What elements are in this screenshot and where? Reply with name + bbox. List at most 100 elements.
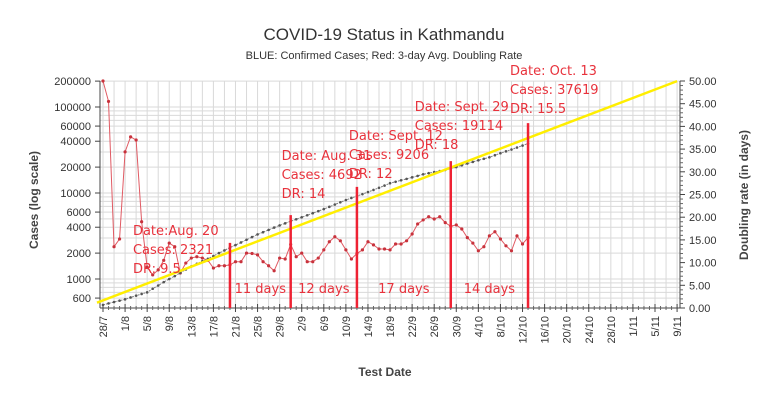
cases-point <box>151 287 154 291</box>
x-tick-label: 9/8 <box>164 316 176 331</box>
y-left-tick-label: 6000 <box>67 207 91 219</box>
cases-point <box>217 251 221 255</box>
cases-point <box>294 217 298 221</box>
y-left-tick-label: 10000 <box>60 188 91 200</box>
doubling-rate-point <box>493 230 497 234</box>
doubling-rate-point <box>471 241 475 245</box>
x-tick-label: 13/8 <box>186 316 198 337</box>
y-right-tick-label: 40.00 <box>689 121 717 133</box>
y-right-tick-label: 10.00 <box>689 258 717 270</box>
chart-title: COVID-19 Status in Kathmandu <box>264 25 505 44</box>
doubling-rate-point <box>305 260 309 264</box>
doubling-rate-point <box>123 150 127 154</box>
cases-point <box>316 209 320 213</box>
y-left-tick-label: 200000 <box>54 76 91 88</box>
doubling-rate-point <box>244 251 249 255</box>
doubling-rate-point <box>294 255 298 259</box>
doubling-rate-point <box>151 273 155 277</box>
cases-point <box>123 298 127 301</box>
doubling-rate-point <box>465 236 469 240</box>
x-tick-label: 28/7 <box>98 316 110 337</box>
doubling-rate-point <box>322 248 326 252</box>
doubling-rate-point <box>189 256 193 260</box>
x-tick-label: 10/9 <box>341 316 353 337</box>
doubling-rate-point <box>217 264 221 268</box>
doubling-rate-point <box>460 227 464 231</box>
doubling-rate-point <box>438 215 442 219</box>
x-tick-label: 30/9 <box>451 316 463 337</box>
y-right-label: Doubling rate (in days) <box>737 130 751 260</box>
x-tick-label: 28/10 <box>606 316 618 344</box>
y-left-tick-label: 20000 <box>60 162 91 174</box>
x-tick-label: 25/8 <box>253 316 265 337</box>
marker-annotation: Date: Sept. 29 <box>415 100 509 115</box>
doubling-rate-point <box>520 242 525 246</box>
cases-point <box>372 188 375 192</box>
doubling-rate-point <box>366 240 370 244</box>
x-tick-label: 12/10 <box>518 316 530 344</box>
doubling-rate-point <box>382 247 387 251</box>
doubling-rate-point <box>184 261 188 265</box>
cases-point <box>410 176 414 179</box>
cases-point <box>510 148 513 151</box>
cases-point <box>267 228 270 232</box>
doubling-rate-point <box>211 266 215 270</box>
marker-annotation: Cases: 2321 <box>133 243 213 258</box>
x-tick-label: 26/9 <box>429 316 441 337</box>
doubling-rate-point <box>140 220 144 224</box>
doubling-rate-point <box>222 264 227 268</box>
doubling-rate-point <box>283 257 287 261</box>
x-tick-label: 18/9 <box>385 316 397 337</box>
cases-point <box>361 192 364 196</box>
x-tick-label: 9/11 <box>672 316 684 337</box>
doubling-rate-point <box>454 223 458 227</box>
doubling-rate-point <box>487 234 491 238</box>
y-right-tick-label: 45.00 <box>689 99 717 111</box>
doubling-rate-point <box>145 265 149 269</box>
doubling-rate-point <box>338 239 342 243</box>
x-tick-label: 4/10 <box>473 316 485 337</box>
doubling-rate-point <box>393 242 398 246</box>
x-tick-label: 1/11 <box>628 316 640 337</box>
doubling-rate-point <box>129 135 133 139</box>
marker-annotation: DR: 15.5 <box>510 102 566 117</box>
doubling-rate-point <box>504 244 508 248</box>
cases-point <box>499 151 502 155</box>
marker-annotation: Cases: 37619 <box>510 83 598 98</box>
cases-point <box>300 215 304 219</box>
x-tick-label: 1/8 <box>120 316 132 331</box>
cases-point <box>421 172 425 176</box>
marker-annotation: Date: Aug. 31 <box>282 149 372 164</box>
doubling-rate-point <box>112 245 116 249</box>
cases-point <box>504 150 508 153</box>
cases-point <box>388 181 392 185</box>
y-right-tick-label: 5.00 <box>689 280 710 292</box>
doubling-rate-point <box>349 257 353 261</box>
cases-point <box>471 160 475 164</box>
doubling-rate-point <box>200 256 204 260</box>
doubling-rate-point <box>498 237 503 241</box>
doubling-rate-point <box>250 251 254 256</box>
cases-point <box>256 233 259 236</box>
cases-point <box>140 292 143 296</box>
cases-point <box>173 274 177 278</box>
y-left-tick-label: 60000 <box>60 121 91 133</box>
cases-point <box>515 146 519 149</box>
cases-point <box>333 203 337 206</box>
doubling-rate-point <box>427 215 431 219</box>
cases-point <box>250 235 254 239</box>
plot-area <box>96 79 678 307</box>
y-right-tick-label: 25.00 <box>689 190 717 202</box>
doubling-rate-point <box>432 217 436 221</box>
cases-point <box>156 284 160 287</box>
cases-point <box>245 238 248 242</box>
doubling-rate-point <box>316 256 320 260</box>
cases-point <box>427 171 430 175</box>
cases-point <box>350 196 353 200</box>
y-right-tick-label: 50.00 <box>689 76 717 88</box>
y-right-tick-label: 35.00 <box>689 144 717 156</box>
cases-point <box>261 230 265 234</box>
doubling-rate-point <box>272 269 276 273</box>
doubling-rate-point <box>300 251 304 255</box>
